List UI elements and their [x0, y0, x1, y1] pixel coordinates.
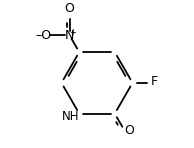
- Text: NH: NH: [62, 110, 80, 123]
- Text: F: F: [151, 75, 158, 88]
- Text: O: O: [65, 2, 74, 15]
- Text: O: O: [125, 124, 134, 137]
- Text: N: N: [65, 29, 74, 42]
- Text: –O: –O: [35, 29, 51, 42]
- Text: +: +: [69, 28, 76, 37]
